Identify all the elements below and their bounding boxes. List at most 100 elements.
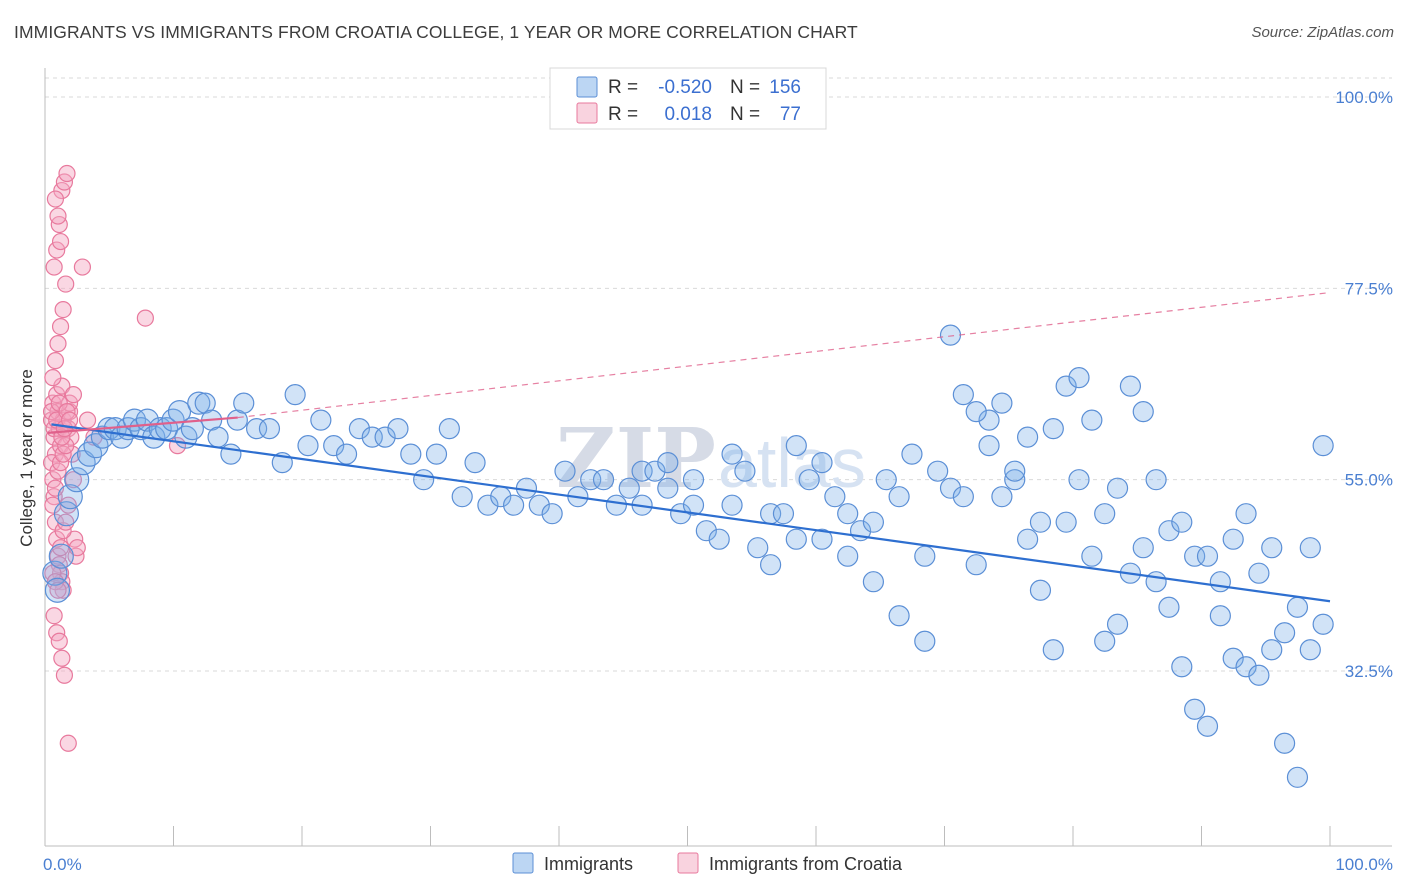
immigrants-point-39 (348, 418, 370, 440)
croatia-point-22 (49, 335, 67, 353)
immigrants-point-90 (1004, 469, 1026, 491)
immigrants-point-139 (1184, 698, 1206, 720)
immigrants-point-112 (1286, 596, 1309, 618)
immigrants-point-98 (1106, 477, 1129, 499)
watermark-zip: ZIP (556, 411, 716, 507)
immigrants-point-117 (862, 571, 885, 593)
croatia-point-60 (136, 309, 154, 327)
croatia-point-32 (46, 190, 65, 208)
immigrants-point-1 (44, 577, 71, 603)
immigrants-point-101 (1145, 571, 1167, 593)
x-tick-label-1: 100.0% (1335, 855, 1393, 874)
immigrants-point-68 (721, 494, 743, 516)
legend-r-value-immigrants: -0.520 (658, 77, 712, 98)
immigrants-point-97 (1094, 503, 1116, 525)
immigrants-point-131 (1081, 409, 1103, 431)
immigrants-point-95 (1068, 469, 1090, 491)
immigrants-point-63 (657, 452, 679, 474)
croatia-point-12 (45, 488, 63, 506)
y-tick-label-0: 32.5% (1345, 662, 1393, 681)
croatia-point-37 (62, 428, 80, 446)
immigrants-point-132 (1094, 630, 1116, 652)
croatia-point-41 (67, 547, 85, 565)
immigrants-point-136 (1145, 469, 1167, 491)
immigrants-point-3 (53, 501, 80, 527)
immigrants-point-109 (1248, 562, 1270, 584)
immigrants-point-133 (1106, 613, 1129, 635)
legend-n-value-immigrants: 156 (769, 77, 801, 98)
immigrants-point-150 (759, 554, 782, 576)
immigrants-point-116 (837, 545, 859, 567)
croatia-point-28 (50, 215, 68, 234)
immigrants-point-94 (1055, 511, 1077, 533)
immigrants-point-138 (1171, 656, 1193, 678)
croatia-point-76 (59, 496, 77, 514)
chart-title: IMMIGRANTS VS IMMIGRANTS FROM CROATIA CO… (14, 22, 858, 42)
immigrants-point-6 (70, 450, 96, 476)
immigrants-point-4 (57, 484, 83, 510)
croatia-point-55 (64, 386, 83, 404)
immigrants-point-124 (991, 392, 1013, 414)
immigrants-point-32 (258, 418, 281, 440)
croatia-point-72 (49, 581, 67, 599)
immigrants-point-149 (1312, 435, 1334, 457)
immigrants-point-34 (284, 384, 306, 406)
immigrants-point-154 (657, 477, 679, 499)
immigrants-point-66 (695, 520, 717, 542)
bottom-legend-label-croatia: Immigrants from Croatia (709, 854, 903, 874)
trend-line-croatia-extension (237, 291, 1331, 419)
immigrants-point-81 (888, 486, 910, 508)
bottom-legend-swatch-immigrants (512, 852, 534, 874)
croatia-point-33 (49, 207, 67, 225)
immigrants-point-146 (1273, 732, 1296, 754)
immigrants-point-69 (734, 460, 756, 482)
immigrants-point-110 (1261, 537, 1283, 559)
immigrants-point-125 (1004, 460, 1026, 482)
immigrants-point-57 (580, 469, 602, 491)
legend-n-label-immigrants: N = (730, 77, 760, 98)
immigrants-point-80 (875, 469, 897, 491)
immigrants-point-140 (1196, 715, 1219, 737)
immigrants-point-100 (1132, 537, 1154, 559)
immigrants-point-119 (914, 630, 936, 652)
immigrants-point-151 (785, 528, 807, 550)
immigrants-point-84 (927, 460, 949, 482)
croatia-point-14 (48, 530, 66, 548)
legend-n-value-croatia: 77 (780, 104, 801, 125)
immigrants-point-123 (978, 435, 1000, 457)
croatia-point-21 (46, 352, 65, 370)
immigrants-point-134 (1119, 375, 1142, 397)
immigrants-point-105 (1196, 545, 1219, 567)
y-tick-label-1: 55.0% (1345, 471, 1393, 490)
trend-lines (47, 291, 1331, 603)
immigrants-point-121 (952, 384, 974, 406)
croatia-point-44 (50, 632, 68, 650)
trend-line-immigrants (51, 423, 1331, 603)
immigrants-point-111 (1273, 622, 1296, 644)
immigrants-point-49 (477, 494, 499, 516)
croatia-point-39 (64, 471, 83, 489)
immigrants-point-87 (965, 554, 987, 576)
immigrants-point-53 (528, 494, 550, 516)
immigrants-point-104 (1184, 545, 1206, 567)
immigrants-point-44 (413, 469, 435, 491)
immigrants-point-35 (297, 435, 319, 457)
immigrants-point-144 (1248, 664, 1270, 686)
immigrants-point-74 (798, 469, 820, 491)
immigrants-point-126 (1016, 426, 1039, 448)
immigrants-point-42 (387, 418, 409, 440)
immigrants-point-122 (965, 401, 987, 423)
immigrants-point-60 (618, 477, 640, 499)
bottom-legend-swatch-croatia (677, 852, 699, 874)
immigrants-point-55 (554, 460, 576, 482)
immigrants-point-88 (978, 409, 1000, 431)
immigrants-point-70 (747, 537, 769, 559)
legend-swatch-croatia (576, 102, 598, 124)
series-legend: Immigrants Immigrants from Croatia (512, 852, 903, 874)
immigrants-points (42, 324, 1334, 788)
croatia-point-31 (58, 164, 76, 183)
immigrants-point-153 (682, 469, 705, 491)
immigrants-point-145 (1261, 639, 1283, 661)
immigrants-point-115 (811, 528, 833, 550)
